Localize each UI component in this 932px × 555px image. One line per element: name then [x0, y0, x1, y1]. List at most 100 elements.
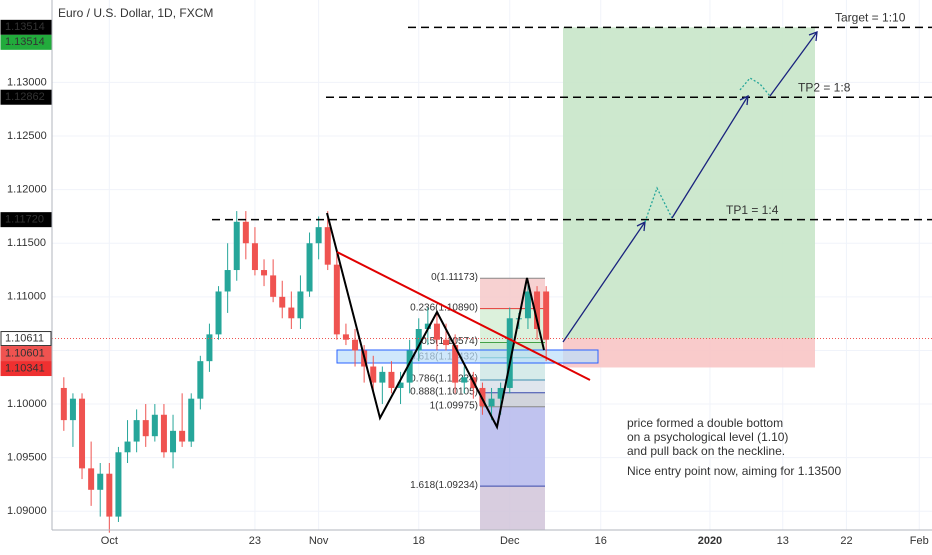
candle-body [370, 366, 377, 383]
x-tick-label: 2020 [698, 535, 722, 547]
target-label: TP1 = 1:4 [726, 203, 779, 217]
pullback [739, 77, 771, 97]
arrow-head [808, 31, 818, 42]
price-marker [0, 361, 52, 377]
candle-body [379, 371, 386, 383]
candle-body [333, 264, 340, 335]
candle-body [115, 452, 122, 517]
fib-band [480, 406, 545, 487]
candle-body [397, 382, 404, 388]
x-tick-label: 13 [777, 535, 789, 547]
y-tick-label: 1.10000 [7, 398, 47, 410]
x-tick-label: Feb [910, 535, 929, 547]
fib-label: 0.236(1.10890) [410, 302, 478, 313]
candle-body [215, 291, 222, 335]
candle-body [297, 291, 304, 319]
candle-body [506, 318, 513, 388]
candle-body [406, 350, 413, 383]
y-tick-label: 1.11000 [7, 291, 46, 303]
candle-body [233, 221, 240, 271]
note-line: on a psychological level (1.10) [627, 430, 788, 444]
candle-body [433, 323, 440, 340]
candle-body [279, 296, 286, 308]
price-marker-label: 1.13514 [5, 36, 45, 48]
x-tick-label: Oct [101, 535, 118, 547]
x-tick-label: Dec [500, 535, 520, 547]
candle-body [79, 398, 86, 469]
candle-body [452, 345, 459, 383]
note-line: and pull back on the neckline. [627, 444, 785, 458]
candle-body [443, 339, 450, 346]
target-label: TP2 = 1:8 [798, 80, 851, 94]
y-tick-label: 1.11500 [7, 237, 46, 249]
candle-body [242, 221, 249, 244]
price-marker [0, 212, 52, 228]
projection-leg [769, 31, 818, 97]
fib-band [480, 486, 545, 530]
loss-zone [563, 338, 815, 368]
price-marker-label: 1.13514 [5, 21, 45, 33]
candle-body [288, 307, 295, 319]
candle-body [170, 430, 177, 453]
y-tick-label: 1.09000 [7, 505, 47, 517]
profit-zone [563, 27, 815, 339]
fib-label: 0.5(1.10574) [421, 336, 478, 347]
axes: 1.090001.095001.100001.105001.110001.115… [0, 19, 929, 547]
zones [563, 27, 815, 368]
fib-label: 1(1.09975) [430, 400, 478, 411]
candle-body [179, 430, 186, 442]
candle-body [97, 473, 104, 490]
candle-body [224, 270, 231, 292]
candle-body [424, 323, 431, 329]
projection-leg [562, 221, 646, 343]
candle-body [133, 420, 140, 442]
price-marker [0, 34, 52, 50]
candle-body [69, 398, 76, 421]
candle-body [88, 468, 95, 490]
projection-leg [671, 95, 749, 219]
candle-body [315, 227, 322, 244]
neckline-zone [336, 349, 599, 364]
candle-body [124, 441, 131, 453]
candle-body [534, 291, 541, 329]
fib-band [480, 392, 545, 407]
double-bottom-path [326, 212, 545, 430]
arrow-head [739, 94, 749, 106]
candle-body [415, 328, 422, 351]
price-marker [0, 89, 52, 105]
price-marker [0, 19, 52, 35]
y-tick-label: 1.12500 [7, 130, 47, 142]
candle-body [206, 334, 213, 362]
candle-body [160, 414, 167, 453]
fib-label: 1.618(1.09234) [410, 480, 478, 491]
pullback [644, 186, 673, 223]
candle-body [188, 398, 195, 442]
candle-body [251, 243, 258, 271]
x-tick-label: 23 [249, 535, 261, 547]
price-marker-label: 1.12862 [5, 91, 45, 103]
candle-body [106, 473, 113, 517]
candle-body [306, 243, 313, 292]
candle-body [151, 414, 158, 437]
note-line: price formed a double bottom [627, 416, 783, 430]
price-marker-label: 1.10611 [5, 332, 44, 344]
note-line: Nice entry point now, aiming for 1.13500 [627, 464, 841, 478]
candle-body [60, 387, 67, 421]
x-tick-label: Nov [309, 535, 329, 547]
y-tick-label: 1.13000 [7, 76, 47, 88]
candle-body [342, 334, 349, 340]
fib-label: 0(1.11173) [431, 272, 478, 283]
trendline [336, 251, 591, 381]
price-marker [0, 346, 52, 362]
target-label: Target = 1:10 [835, 11, 906, 25]
price-marker [0, 331, 52, 347]
price-marker-label: 1.11720 [5, 214, 44, 226]
candle-body [197, 361, 204, 399]
levels: Target = 1:10 TP2 = 1:8 TP1 = 1:4 [52, 11, 932, 340]
x-tick-label: 16 [595, 535, 607, 547]
candle-body [524, 291, 531, 319]
candle-body [543, 291, 550, 340]
x-tick-label: 18 [413, 535, 425, 547]
candle-body [324, 227, 331, 265]
